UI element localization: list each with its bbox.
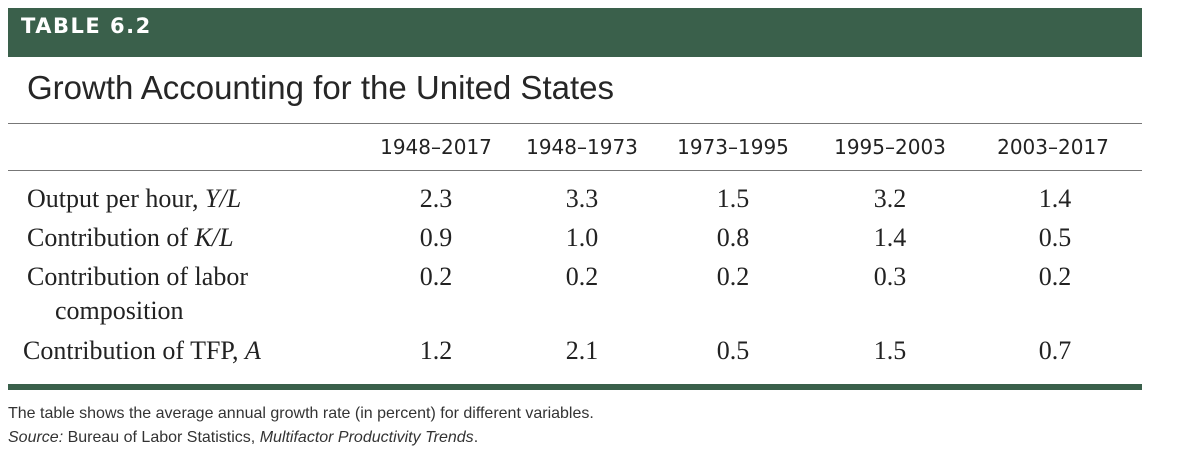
row-label-output-per-hour: Output per hour, Y/L (27, 183, 241, 215)
column-header-1973-1995: 1973–1995 (677, 135, 789, 159)
row-label-variable: Y/L (205, 184, 242, 213)
row-label-variable: A (245, 336, 261, 365)
table-cell: 2.1 (565, 336, 599, 365)
source-label: Source: (8, 429, 64, 446)
row-label-text: Contribution of (27, 223, 195, 252)
source-publication: Multifactor Productivity Trends (259, 429, 474, 446)
table-cell: 1.4 (1038, 184, 1072, 213)
table-cell: 0.5 (716, 336, 750, 365)
table-cell: 0.7 (1038, 336, 1072, 365)
table-cell: 0.8 (716, 223, 750, 252)
row-label-contribution-tfp: Contribution of TFP, A (23, 335, 261, 367)
row-label-labor-composition-line2: composition (55, 296, 184, 325)
bottom-rule (8, 384, 1142, 390)
table-source: Source: Bureau of Labor Statistics, Mult… (8, 427, 478, 449)
row-label-text: Contribution of TFP, (23, 336, 246, 365)
row-label-variable: K/L (194, 223, 234, 252)
table-cell: 3.2 (873, 184, 907, 213)
column-header-1995-2003: 1995–2003 (834, 135, 946, 159)
source-end: . (473, 429, 479, 446)
table-cell: 1.0 (565, 223, 599, 252)
row-label-contribution-kl: Contribution of K/L (27, 222, 234, 254)
table-label: TABLE 6.2 (21, 14, 152, 38)
table-cell: 0.5 (1038, 223, 1072, 252)
table-cell: 1.5 (873, 336, 907, 365)
table-cell: 3.3 (565, 184, 599, 213)
table-title: Growth Accounting for the United States (27, 69, 614, 106)
row-label-text: Output per hour, (27, 184, 206, 213)
row-label-labor-composition-line1: Contribution of labor (27, 262, 248, 291)
table-cell: 1.2 (419, 336, 453, 365)
header-rule (8, 170, 1142, 171)
source-text: Bureau of Labor Statistics, (63, 429, 260, 446)
table-note: The table shows the average annual growt… (8, 405, 594, 422)
table-cell: 0.2 (565, 262, 599, 291)
column-header-1948-1973: 1948–1973 (526, 135, 638, 159)
table-cell: 0.2 (419, 262, 453, 291)
table-cell: 1.4 (873, 223, 907, 252)
column-header-2003-2017: 2003–2017 (997, 135, 1109, 159)
table-cell: 1.5 (716, 184, 750, 213)
column-header-1948-2017: 1948–2017 (380, 135, 492, 159)
table-cell: 0.9 (419, 223, 453, 252)
table-header-bar (8, 8, 1142, 57)
table-cell: 0.2 (716, 262, 750, 291)
table-cell: 0.2 (1038, 262, 1072, 291)
top-rule (8, 123, 1142, 124)
table-cell: 2.3 (419, 184, 453, 213)
table-cell: 0.3 (873, 262, 907, 291)
